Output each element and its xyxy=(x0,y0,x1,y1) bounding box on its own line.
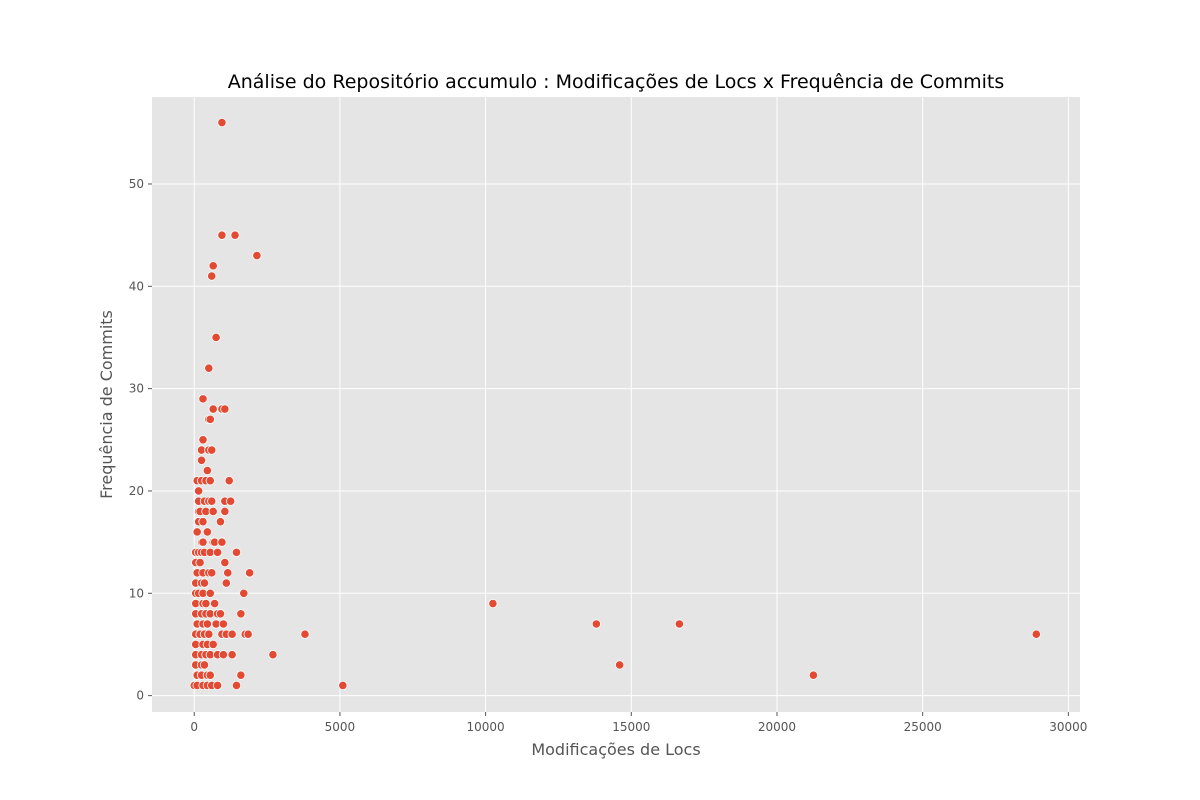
data-point xyxy=(204,363,214,373)
data-point xyxy=(239,588,249,598)
data-point xyxy=(226,496,236,506)
data-point xyxy=(208,404,218,414)
data-point xyxy=(231,547,242,557)
data-point xyxy=(220,506,230,517)
data-point xyxy=(236,609,246,619)
data-point xyxy=(217,537,227,547)
data-point xyxy=(196,455,207,465)
y-tick-label: 50 xyxy=(129,177,144,191)
data-point xyxy=(338,680,348,690)
data-point xyxy=(205,476,215,486)
data-point xyxy=(224,476,234,486)
y-tick-label: 0 xyxy=(136,689,144,703)
data-point xyxy=(192,527,202,537)
data-point xyxy=(211,332,221,343)
data-point xyxy=(208,261,218,271)
data-point xyxy=(194,486,204,496)
data-point xyxy=(212,547,223,557)
data-point xyxy=(1031,629,1041,639)
y-tick-label: 10 xyxy=(129,586,144,600)
data-point xyxy=(591,619,601,629)
data-point xyxy=(245,568,255,578)
data-point xyxy=(220,557,230,568)
data-point xyxy=(488,598,498,609)
data-point xyxy=(199,660,210,670)
data-point xyxy=(212,680,223,690)
data-point xyxy=(202,619,212,629)
data-point xyxy=(198,394,208,404)
data-point xyxy=(674,619,684,629)
y-axis-label: Frequência de Commits xyxy=(97,310,116,499)
data-point xyxy=(202,465,212,476)
data-point xyxy=(198,537,208,547)
data-point xyxy=(300,629,310,639)
data-point xyxy=(205,414,215,424)
data-point xyxy=(198,435,208,445)
data-point xyxy=(202,527,212,537)
data-point xyxy=(217,230,227,240)
data-point xyxy=(207,568,217,578)
data-point xyxy=(227,650,237,660)
data-point xyxy=(268,650,278,660)
data-point xyxy=(236,670,246,680)
data-point xyxy=(231,680,242,690)
data-point xyxy=(204,629,214,639)
data-point xyxy=(208,639,218,650)
data-point xyxy=(201,598,211,609)
data-point xyxy=(221,578,231,588)
data-point xyxy=(198,517,208,527)
x-axis-label: Modificações de Locs xyxy=(531,740,700,759)
data-point xyxy=(615,660,625,670)
x-tick-label: 5000 xyxy=(325,720,356,734)
x-tick-label: 25000 xyxy=(904,720,942,734)
x-tick-label: 10000 xyxy=(467,720,505,734)
y-tick-label: 30 xyxy=(129,382,144,396)
x-tick-label: 20000 xyxy=(758,720,796,734)
data-point xyxy=(252,251,262,261)
data-point xyxy=(215,609,226,619)
data-point xyxy=(808,670,819,680)
data-point xyxy=(223,568,233,578)
data-point xyxy=(227,629,237,639)
data-point xyxy=(205,670,215,680)
x-tick-label: 30000 xyxy=(1049,720,1087,734)
data-point xyxy=(195,557,205,568)
data-point xyxy=(207,445,217,455)
data-point xyxy=(218,619,228,629)
grid-lines xyxy=(152,97,1080,712)
y-tick-label: 20 xyxy=(129,484,144,498)
data-point xyxy=(230,230,240,240)
data-point xyxy=(199,578,210,588)
x-tick-label: 0 xyxy=(190,720,198,734)
data-point xyxy=(218,650,228,660)
data-point xyxy=(210,598,220,609)
y-tick-label: 40 xyxy=(129,279,144,293)
data-point xyxy=(208,506,218,517)
data-point xyxy=(207,496,217,506)
data-point xyxy=(205,588,215,598)
data-point xyxy=(243,629,253,639)
data-point xyxy=(215,517,226,527)
chart-title: Análise do Repositório accumulo : Modifi… xyxy=(228,71,1004,93)
data-points xyxy=(189,117,1041,690)
x-tick-label: 15000 xyxy=(612,720,650,734)
data-point xyxy=(217,117,227,128)
axis-ticks: 0 5000 10000 15000 20000 25000 30000 0 10 20 30 40 5… xyxy=(129,177,1088,734)
plot-area xyxy=(152,97,1080,712)
data-point xyxy=(220,404,230,414)
data-point xyxy=(207,271,217,281)
